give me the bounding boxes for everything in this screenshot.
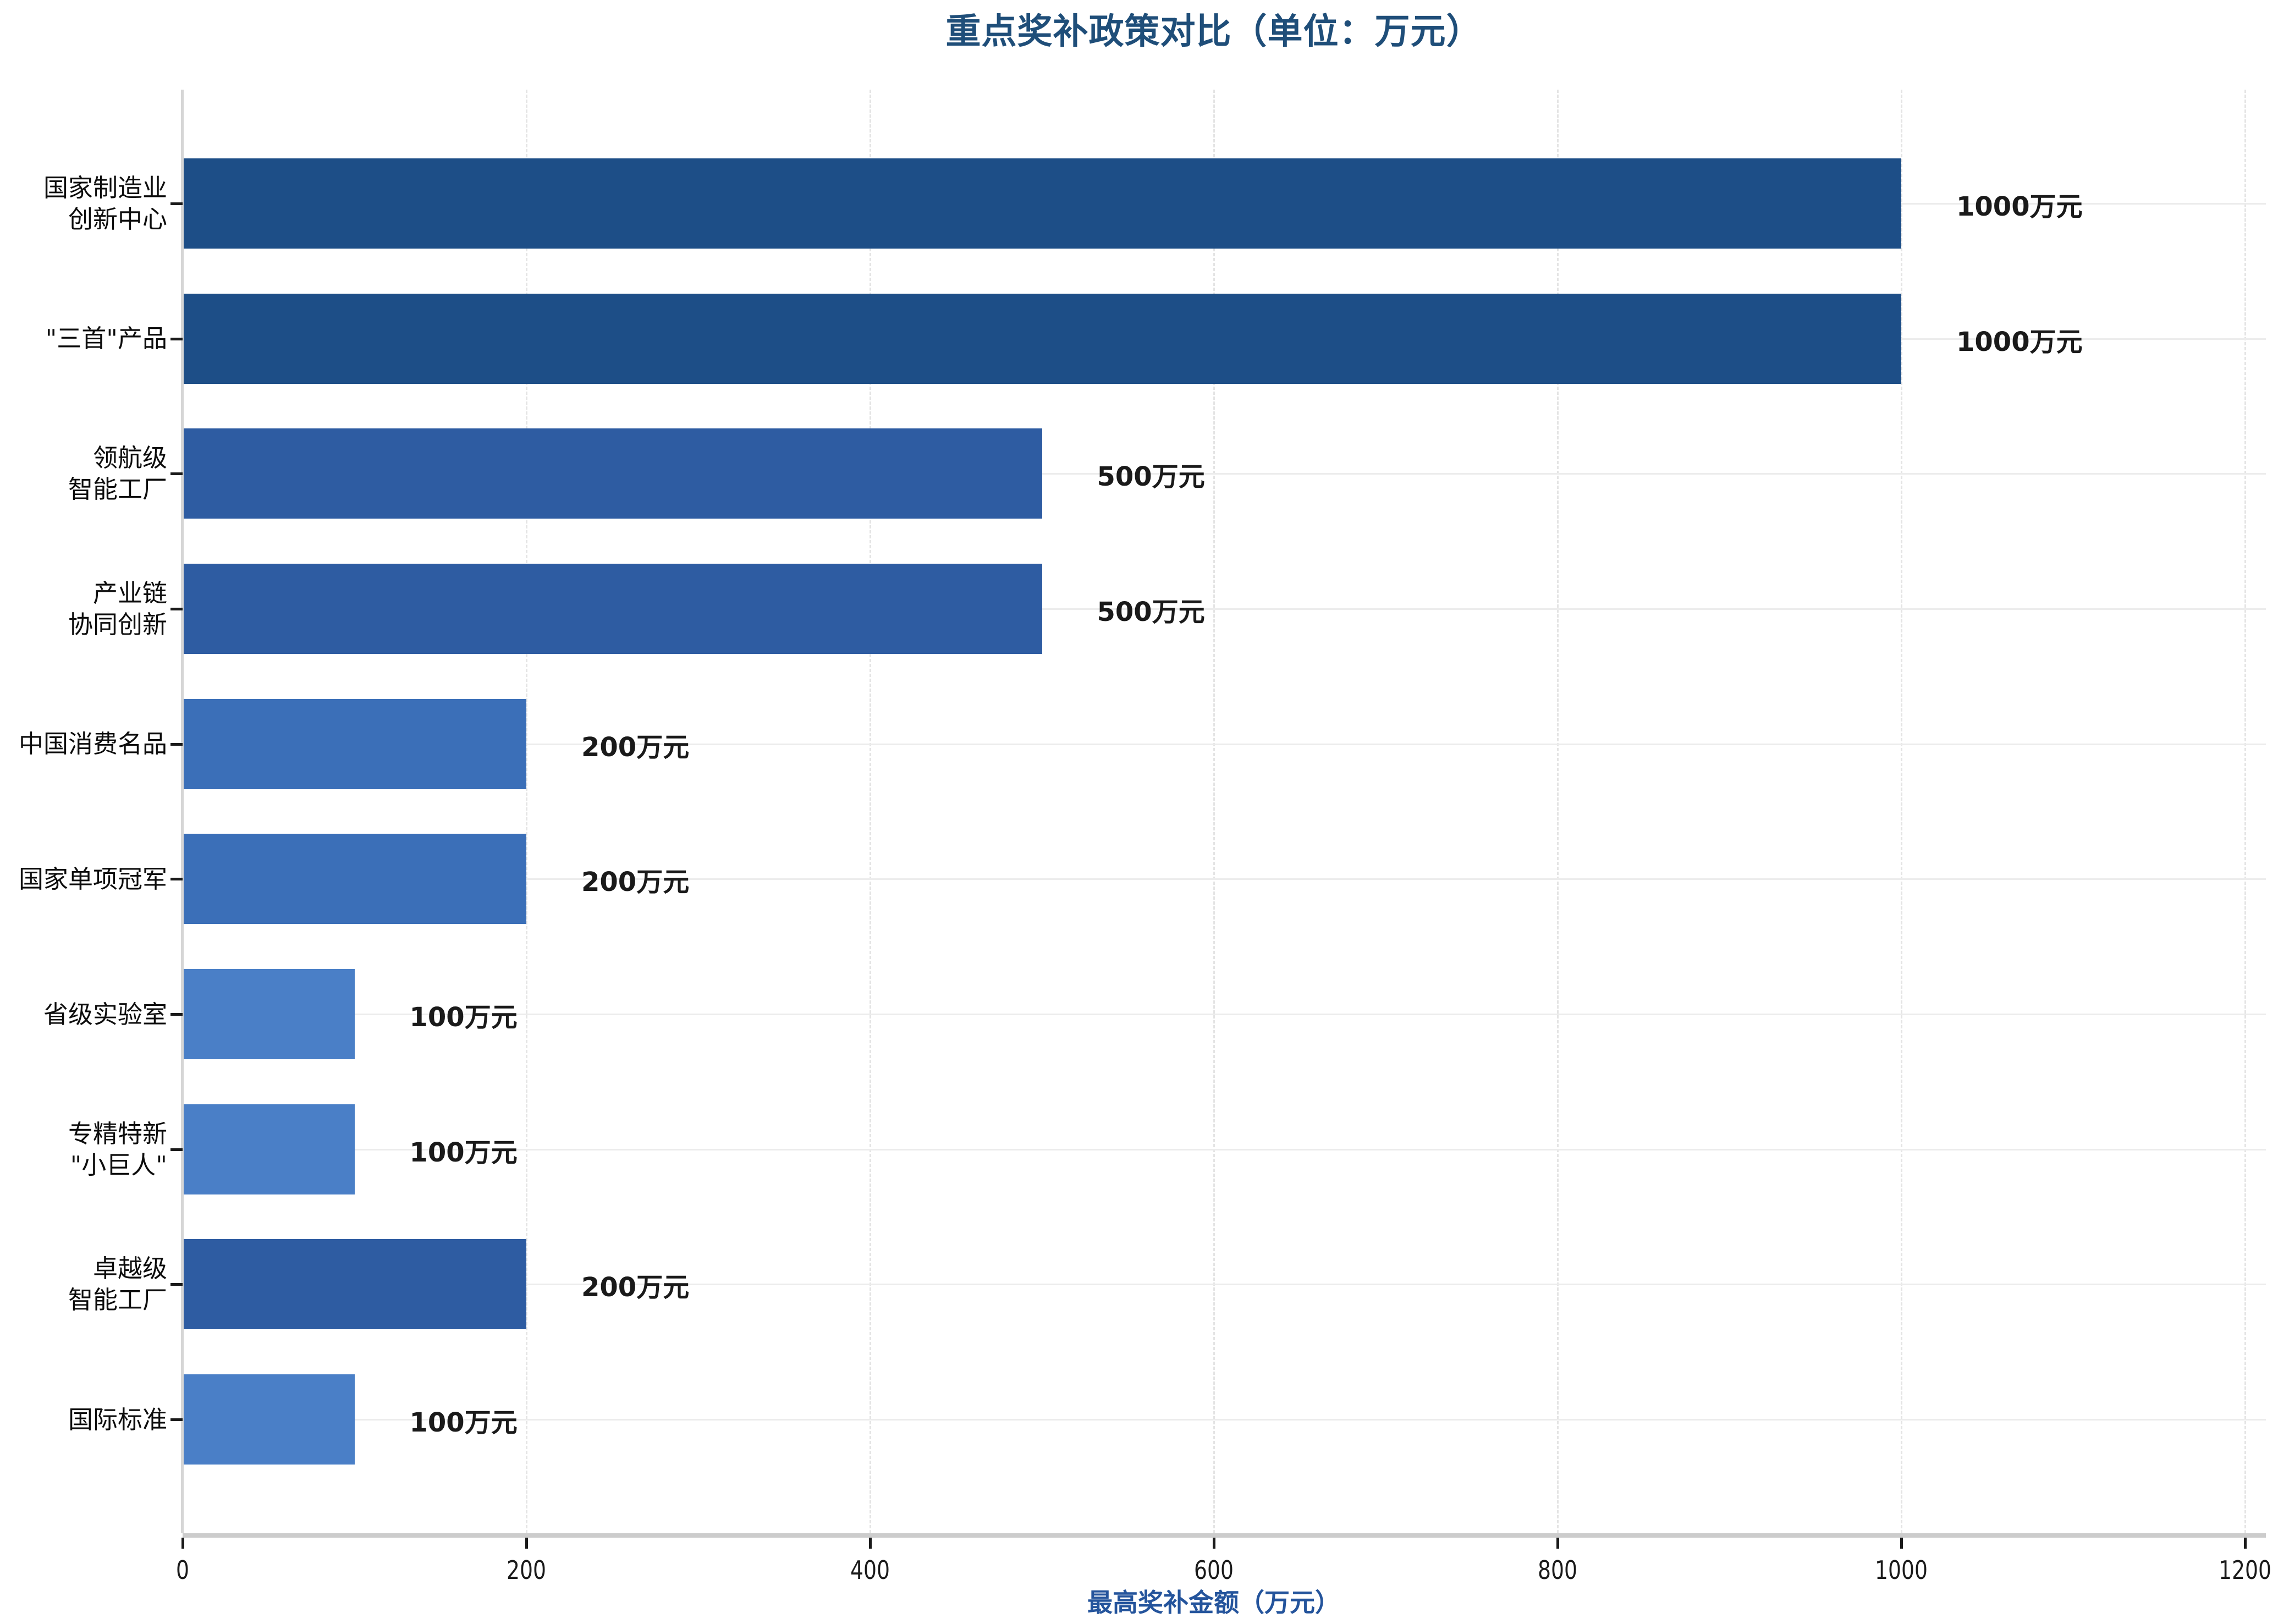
y-gridline: [183, 1014, 2266, 1015]
bar: [183, 834, 526, 924]
value-label: 200万元: [581, 867, 690, 898]
value-label: 1000万元: [1956, 326, 2083, 357]
y-gridline: [183, 1419, 2266, 1421]
x-axis-tick: [2244, 1538, 2247, 1549]
y-axis-tick: [170, 202, 183, 205]
x-axis-tick-label: 1200: [2218, 1555, 2271, 1585]
bar: [183, 158, 1901, 249]
value-label: 500万元: [1097, 461, 1205, 493]
value-label: 500万元: [1097, 597, 1205, 627]
x-gridline: [1901, 90, 1902, 1533]
x-gridline: [1557, 90, 1559, 1533]
bar: [183, 969, 355, 1059]
x-axis-tick-label: 400: [850, 1555, 890, 1585]
bar: [183, 1374, 355, 1465]
y-gridline: [183, 1148, 2266, 1150]
y-axis-line: [181, 90, 184, 1533]
x-axis-tick: [869, 1538, 872, 1549]
x-axis-tick-label: 800: [1537, 1555, 1578, 1585]
y-axis-tick: [170, 1013, 183, 1016]
x-gridline: [2244, 90, 2246, 1533]
x-axis-tick-label: 1000: [1874, 1555, 1928, 1585]
chart-title: 重点奖补政策对比（单位：万元）: [945, 11, 1482, 52]
x-axis-tick-label: 600: [1193, 1555, 1234, 1585]
bar: [183, 698, 526, 789]
x-axis-tick-label: 200: [506, 1555, 547, 1585]
y-axis-label: 中国消费名品: [18, 729, 167, 759]
y-axis-label: 国家制造业 创新中心: [43, 173, 167, 234]
y-axis-label: "三首"产品: [45, 324, 167, 354]
y-axis-label: 领航级 智能工厂: [68, 443, 167, 504]
y-axis-tick: [170, 472, 183, 476]
y-gridline: [183, 608, 2266, 610]
y-axis-label: 国际标准: [68, 1405, 167, 1434]
y-axis-label: 省级实验室: [43, 999, 167, 1029]
value-label: 100万元: [409, 1407, 518, 1438]
x-gridline: [870, 90, 871, 1533]
y-gridline: [183, 878, 2266, 880]
y-gridline: [183, 473, 2266, 475]
x-axis-tick: [181, 1538, 184, 1549]
x-axis-title: 最高奖补金额（万元）: [1087, 1588, 1340, 1617]
value-label: 200万元: [581, 1272, 690, 1303]
y-axis-label: 卓越级 智能工厂: [68, 1254, 167, 1315]
y-axis-tick: [170, 1148, 183, 1151]
y-axis-tick: [170, 1418, 183, 1421]
x-axis-tick: [1213, 1538, 1215, 1549]
value-label: 1000万元: [1956, 191, 2083, 222]
value-label: 100万元: [409, 1002, 518, 1033]
bar: [183, 428, 1042, 519]
x-axis-tick: [1556, 1538, 1559, 1549]
bar: [183, 1239, 526, 1330]
y-axis-tick: [170, 742, 183, 746]
y-axis-label: 国家单项冠军: [18, 864, 167, 894]
bar: [183, 1104, 355, 1194]
x-axis-line: [183, 1533, 2266, 1538]
y-axis-label: 产业链 协同创新: [68, 579, 167, 639]
y-axis-tick: [170, 1283, 183, 1286]
x-axis-tick-label: 0: [175, 1555, 190, 1585]
value-label: 100万元: [409, 1137, 518, 1168]
value-label: 200万元: [581, 731, 690, 763]
y-axis-tick: [170, 608, 183, 610]
bar: [183, 293, 1901, 384]
y-axis-tick: [170, 878, 183, 881]
x-axis-tick: [1900, 1538, 1903, 1549]
y-gridline: [183, 743, 2266, 745]
y-axis-tick: [170, 337, 183, 340]
x-gridline: [526, 90, 527, 1533]
x-axis-tick: [525, 1538, 528, 1549]
y-gridline: [183, 1284, 2266, 1286]
x-gridline: [1213, 90, 1215, 1533]
bar: [183, 564, 1042, 654]
y-axis-label: 专精特新 "小巨人": [68, 1119, 167, 1180]
